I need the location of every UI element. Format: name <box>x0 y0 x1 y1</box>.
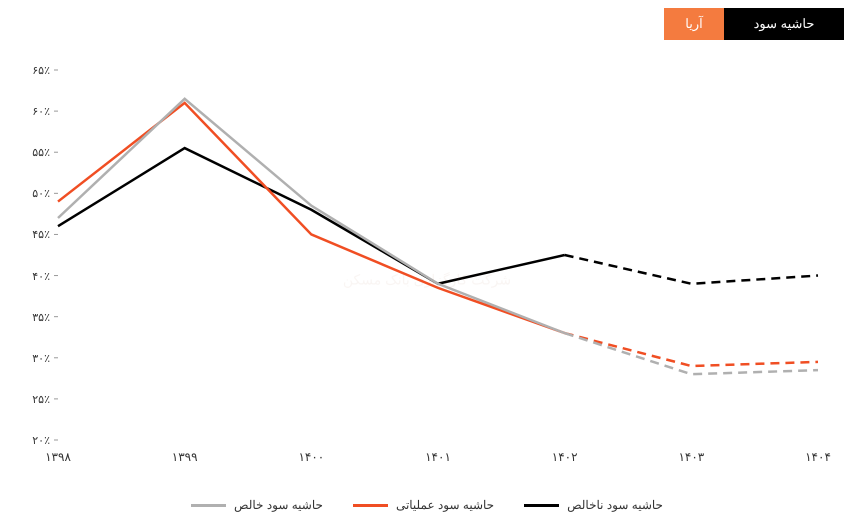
tab-margin[interactable]: حاشیه سود <box>724 8 844 40</box>
x-axis-label: ۱۴۰۲ <box>552 450 578 464</box>
legend-swatch <box>191 504 226 507</box>
x-axis-label: ۱۴۰۴ <box>805 450 831 464</box>
tabs: حاشیه سود آریا <box>664 8 844 40</box>
legend: حاشیه سود ناخالص حاشیه سود عملیاتی حاشیه س… <box>0 498 854 512</box>
x-axis-label: ۱۴۰۳ <box>678 450 704 464</box>
tab-arya[interactable]: آریا <box>664 8 724 40</box>
x-axis-label: ۱۴۰۱ <box>425 450 451 464</box>
legend-label: حاشیه سود عملیاتی <box>396 498 494 512</box>
y-axis-label: ۵۵٪ <box>10 146 50 159</box>
series-line-dashed-0 <box>565 255 818 284</box>
y-axis-label: ۶۵٪ <box>10 64 50 77</box>
x-axis-label: ۱۳۹۸ <box>45 450 71 464</box>
legend-item: حاشیه سود خالص <box>191 498 323 512</box>
legend-swatch <box>353 504 388 507</box>
y-axis-label: ۴۰٪ <box>10 270 50 283</box>
legend-label: حاشیه سود خالص <box>234 498 323 512</box>
series-line-2 <box>58 99 565 333</box>
y-axis-label: ۳۵٪ <box>10 311 50 324</box>
x-axis-label: ۱۳۹۹ <box>172 450 198 464</box>
y-axis-label: ۶۰٪ <box>10 105 50 118</box>
legend-swatch <box>524 504 559 507</box>
chart-svg <box>0 60 854 480</box>
y-axis-label: ۲۵٪ <box>10 393 50 406</box>
y-axis-label: ۵۰٪ <box>10 187 50 200</box>
series-line-dashed-2 <box>565 333 818 374</box>
y-axis-label: ۲۰٪ <box>10 434 50 447</box>
y-axis-label: ۳۰٪ <box>10 352 50 365</box>
y-axis-label: ۴۵٪ <box>10 228 50 241</box>
series-line-1 <box>58 103 565 333</box>
series-line-dashed-1 <box>565 333 818 366</box>
legend-label: حاشیه سود ناخالص <box>567 498 663 512</box>
legend-item: حاشیه سود عملیاتی <box>353 498 494 512</box>
x-axis-label: ۱۴۰۰ <box>298 450 324 464</box>
legend-item: حاشیه سود ناخالص <box>524 498 663 512</box>
chart: شرکت کارگزاری بانک مسکن ۲۰٪۲۵٪۳۰٪۳۵٪۴۰٪۴… <box>0 60 854 500</box>
series-line-0 <box>58 148 565 284</box>
